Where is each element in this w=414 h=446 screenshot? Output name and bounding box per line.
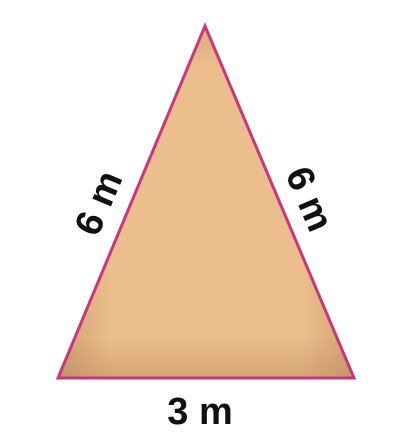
base-label: 3 m — [167, 391, 232, 433]
